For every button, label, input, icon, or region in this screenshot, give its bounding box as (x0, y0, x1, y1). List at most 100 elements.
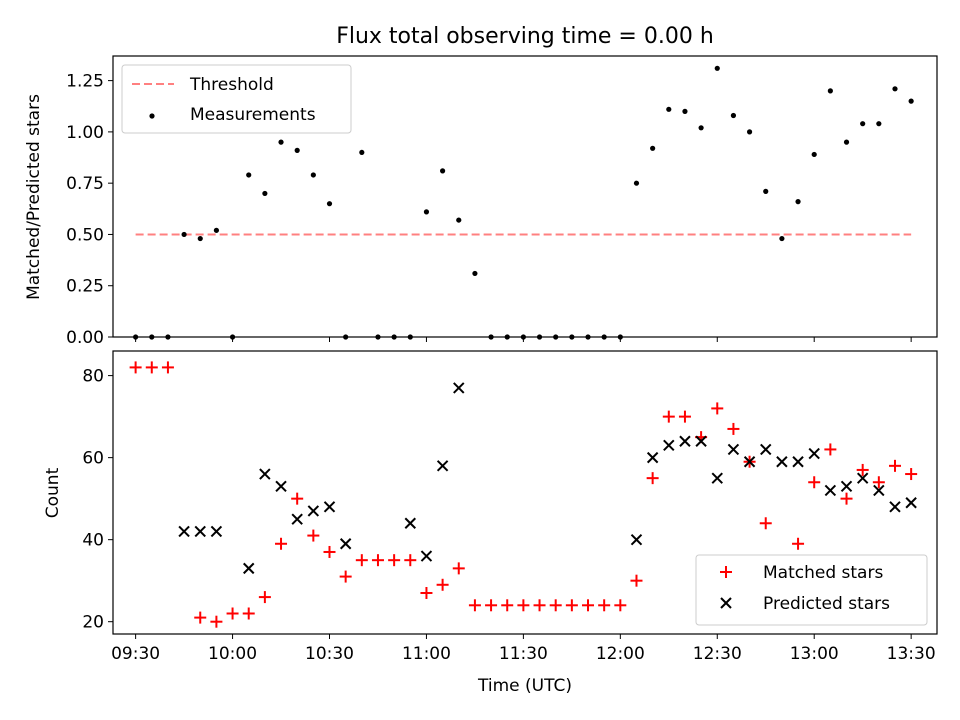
bottom-x-tick-label: 13:30 (887, 644, 936, 664)
top-y-tick-label: 0.25 (66, 277, 104, 297)
measurement-point (666, 106, 672, 112)
matched-stars-points (129, 361, 918, 628)
measurements-legend-label: Measurements (190, 105, 316, 125)
measurement-point (440, 168, 446, 174)
measurement-point (278, 139, 284, 145)
matched-star-marker (307, 529, 320, 542)
matched-star-marker (727, 422, 740, 435)
bottom-legend-box (695, 554, 928, 626)
measurement-point (908, 98, 914, 104)
matched-star-marker (711, 402, 724, 415)
matched-star-marker (468, 599, 481, 612)
measurement-point (730, 112, 737, 119)
matched-star-marker (339, 570, 352, 583)
top-y-tick-label: 0.75 (66, 174, 104, 194)
bottom-x-tick-label: 11:00 (402, 644, 451, 664)
matched-star-marker (678, 410, 691, 423)
predicted-star-marker (210, 525, 223, 538)
measurement-point (876, 121, 882, 127)
matched-star-marker (291, 492, 304, 505)
top-legend-box (121, 64, 352, 134)
predicted-star-marker (711, 472, 723, 484)
predicted-star-marker (178, 525, 190, 538)
matched-star-marker (452, 562, 465, 575)
predicted-star-marker (889, 501, 901, 513)
bottom-x-tick-label: 13:00 (790, 644, 839, 664)
matched-star-marker (598, 599, 611, 612)
measurement-point (359, 149, 365, 156)
matched-star-marker (194, 611, 207, 624)
matched-star-marker (404, 554, 417, 567)
measurement-point (795, 199, 801, 205)
bottom-x-tick-label: 10:00 (208, 644, 257, 664)
matched-stars-legend-label: Matched stars (763, 563, 883, 583)
measurement-point (423, 209, 430, 215)
matched-star-marker (662, 410, 675, 423)
predicted-star-marker (905, 497, 917, 509)
top-y-tick-label: 1.00 (66, 123, 104, 143)
predicted-star-marker (856, 472, 869, 484)
predicted-stars-points (178, 382, 917, 575)
top-y-tick-label: 0.50 (66, 225, 104, 245)
matched-star-marker (275, 537, 288, 550)
matched-star-marker (420, 586, 433, 599)
matched-star-marker (323, 545, 336, 558)
matched-star-marker (371, 554, 384, 567)
top-y-tick-label: 1.25 (66, 72, 104, 92)
bottom-legend: Matched stars Predicted stars (695, 554, 928, 626)
bottom-y-tick-label: 60 (82, 449, 104, 469)
predicted-star-marker (824, 484, 837, 497)
predicted-star-marker (873, 484, 885, 497)
matched-star-marker (210, 615, 223, 628)
matched-star-marker (646, 472, 659, 485)
matched-star-marker (161, 361, 174, 374)
measurement-point (294, 147, 300, 153)
measurement-point (682, 108, 688, 114)
bottom-y-axis: 20 40 60 80 (82, 367, 113, 633)
predicted-star-marker (275, 480, 287, 493)
measurement-point (714, 65, 720, 71)
measurement-point (746, 129, 753, 135)
top-legend: Threshold Measurements (121, 64, 352, 134)
bottom-y-tick-label: 80 (82, 367, 104, 387)
measurement-point (698, 125, 704, 131)
predicted-star-marker (743, 456, 756, 468)
predicted-star-marker (840, 480, 853, 493)
matched-stars-legend-swatch (720, 566, 732, 578)
matched-star-marker (533, 599, 546, 612)
measurement-point (779, 235, 785, 242)
matched-star-marker (759, 517, 772, 530)
predicted-star-marker (420, 550, 433, 562)
predicted-star-marker (792, 456, 804, 468)
predicted-star-marker (307, 505, 320, 517)
predicted-star-marker (727, 443, 740, 456)
matched-star-marker (872, 476, 885, 489)
measurement-point (892, 86, 898, 92)
matched-star-marker (856, 463, 869, 476)
bottom-axes-frame (112, 350, 938, 635)
bottom-x-tick-label: 12:00 (596, 644, 645, 664)
bottom-x-axis-label: Time (UTC) (477, 676, 572, 696)
matched-star-marker (242, 607, 255, 620)
bottom-x-tick-label: 09:30 (111, 644, 160, 664)
predicted-star-marker (404, 517, 416, 529)
measurement-points (133, 65, 914, 340)
top-y-axis-label: Matched/Predicted stars (24, 94, 44, 300)
top-panel: 0.00 0.25 0.50 0.75 1.00 1.25 Matched/Predict… (24, 55, 938, 348)
predicted-star-marker (339, 538, 352, 550)
measurement-point (310, 172, 316, 178)
matched-star-marker (258, 591, 271, 604)
chart-title: Flux total observing time = 0.00 h (336, 24, 714, 49)
matched-star-marker (517, 599, 530, 612)
matched-star-marker (905, 468, 918, 481)
matched-star-marker (145, 361, 158, 374)
matched-star-marker (808, 476, 821, 489)
measurement-point (197, 235, 203, 242)
predicted-star-marker (259, 468, 271, 480)
bottom-x-tick-label: 12:30 (693, 644, 742, 664)
matched-star-marker (501, 599, 514, 612)
measurement-point (811, 151, 817, 158)
predicted-stars-legend-label: Predicted stars (763, 594, 890, 614)
predicted-star-marker (243, 562, 255, 575)
matched-star-marker (565, 599, 578, 612)
